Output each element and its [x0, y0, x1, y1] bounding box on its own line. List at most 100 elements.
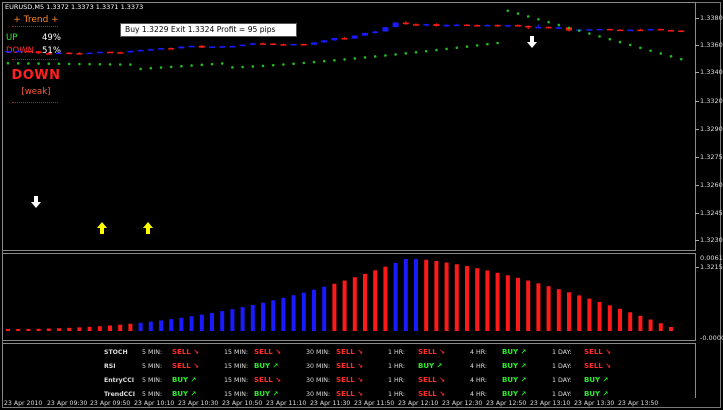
bear-candle: [107, 51, 113, 54]
psar-dot: [220, 62, 224, 65]
price-axis-label: 1.3320: [700, 97, 723, 105]
hist-bar-up: [414, 259, 418, 331]
hist-bar-down: [505, 275, 510, 331]
trend-up-label: UP: [6, 33, 18, 43]
time-axis-label: 23 Apr 09:50: [90, 400, 131, 407]
psar-dot: [424, 49, 428, 53]
price-axis-label: 1.3230: [700, 236, 723, 244]
bear-candle: [637, 29, 644, 32]
trend-strength: [weak]: [21, 87, 51, 97]
hist-bar-down: [332, 283, 337, 331]
timeframe-label: 5 MIN:: [142, 349, 163, 356]
psar-dot: [465, 45, 469, 48]
bear-candle: [76, 53, 83, 55]
psar-dot: [588, 32, 591, 35]
hist-bar-up: [138, 322, 143, 331]
hist-bar-up: [169, 319, 174, 331]
bull-candle: [443, 24, 450, 27]
buy-signal: BUY ↗: [584, 390, 609, 398]
hist-bar-up: [148, 321, 153, 331]
price-axis-label: 1.3245: [700, 209, 723, 217]
psar-dot: [363, 56, 367, 59]
hist-bar-up: [291, 295, 296, 331]
psar-dot: [414, 50, 418, 54]
sell-signal: SELL ↘: [172, 348, 200, 356]
bull-candle: [362, 33, 368, 36]
bull-candle: [239, 44, 246, 47]
bull-candle: [392, 22, 399, 28]
psar-dot: [231, 66, 234, 69]
buy-signal: BUY ↗: [502, 348, 527, 356]
hist-bar-down: [26, 328, 31, 331]
hist-bar-down: [87, 326, 92, 331]
psar-dot: [241, 65, 244, 69]
price-axis-label: 1.3260: [700, 181, 723, 189]
buy-signal: BUY ↗: [502, 376, 527, 384]
psar-dot: [302, 61, 306, 65]
psar-dot: [190, 64, 193, 67]
time-axis-label: 23 Apr 10:50: [222, 400, 263, 407]
bear-candle: [525, 25, 532, 28]
bear-candle: [25, 50, 32, 53]
hist-bar-up: [301, 292, 306, 331]
trend-down-pct: 51%: [42, 46, 61, 56]
indicator-histogram-pane[interactable]: [2, 253, 696, 341]
bull-candle: [127, 50, 134, 53]
bear-candle: [657, 28, 664, 31]
hist-bar-up: [199, 314, 204, 331]
price-axis-tick: [695, 185, 699, 186]
timeframe-label: 5 MIN:: [142, 377, 163, 384]
price-axis-label: 1.3340: [700, 68, 723, 76]
hist-bar-down: [465, 266, 469, 331]
bear-candle: [280, 44, 287, 46]
sell-signal: SELL ↘: [336, 348, 364, 356]
indicator-name: EntryCCI: [104, 377, 135, 384]
psar-dot: [27, 62, 30, 65]
hist-bar-down: [607, 305, 612, 331]
bull-candle: [290, 43, 297, 46]
price-axis-tick: [695, 157, 699, 158]
bear-candle: [300, 43, 307, 46]
psar-dot: [547, 20, 550, 24]
sell-signal: SELL ↘: [172, 362, 200, 370]
psar-dot: [251, 65, 255, 68]
hist-bar-down: [97, 326, 102, 331]
bull-candle: [15, 50, 22, 53]
bull-candle: [249, 43, 256, 45]
time-axis-label: 23 Apr 11:50: [354, 400, 395, 407]
bull-candle: [382, 27, 389, 32]
psar-dot: [322, 59, 326, 63]
time-axis-label: 23 Apr 12:30: [442, 400, 483, 407]
hist-bar-down: [587, 298, 592, 331]
down-arrow-icon: [527, 36, 537, 48]
price-axis-tick: [695, 267, 699, 268]
time-axis-label: 23 Apr 12:10: [398, 400, 439, 407]
bull-candle: [96, 51, 103, 54]
timeframe-label: 15 MIN:: [224, 349, 249, 356]
hist-bar-down: [567, 292, 571, 331]
psar-dot: [679, 57, 683, 61]
buy-signal: BUY ↗: [254, 390, 279, 398]
bear-candle: [260, 43, 266, 45]
indicator-name: STOCH: [104, 349, 128, 356]
bear-candle: [617, 29, 623, 32]
hist-bar-down: [516, 277, 520, 331]
psar-dot: [659, 52, 663, 55]
time-axis-label: 23 Apr 13:10: [530, 400, 571, 407]
hist-bar-down: [495, 272, 500, 331]
hist-bar-down: [36, 328, 41, 331]
hist-bar-up: [240, 307, 245, 331]
sell-signal: SELL ↘: [418, 376, 446, 384]
bull-candle: [484, 24, 491, 27]
bear-candle: [678, 30, 685, 33]
sell-signal: SELL ↘: [254, 376, 282, 384]
buy-signal: BUY ↗: [502, 390, 527, 398]
bear-candle: [341, 38, 348, 40]
hist-bar-down: [556, 289, 561, 331]
price-chart-pane[interactable]: [2, 2, 696, 251]
price-axis-tick: [695, 18, 699, 19]
bull-candle: [423, 24, 430, 26]
hist-bar-up: [403, 259, 408, 331]
trend-divider: [12, 102, 58, 105]
price-axis-label: 1.3215: [700, 263, 723, 271]
